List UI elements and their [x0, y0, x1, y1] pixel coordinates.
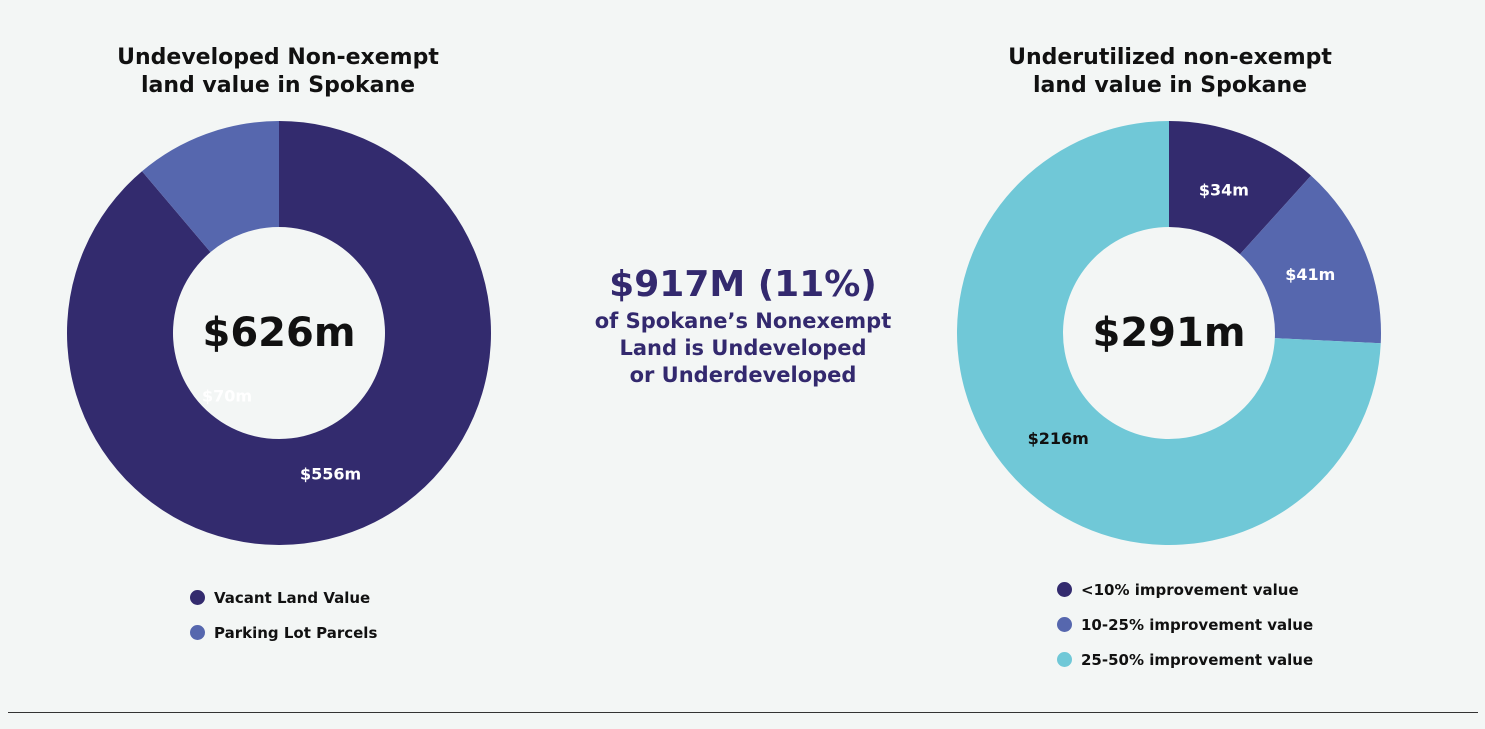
legend-label: 25-50% improvement value — [1081, 650, 1314, 669]
bottom-divider — [8, 712, 1478, 713]
donut-slice-parking-lot-parcels — [142, 121, 279, 253]
donut-center-total: $626m — [202, 310, 355, 356]
donut-slice-10-25-improvement-value — [1240, 175, 1381, 344]
legend-label: Parking Lot Parcels — [214, 623, 378, 642]
left-donut-chart: $556m $70m $626m — [66, 121, 491, 545]
legend-swatch — [190, 590, 205, 605]
legend-swatch — [1057, 652, 1072, 667]
legend-item-10-25: 10-25% improvement value — [1057, 607, 1313, 642]
right-donut-chart: $34m $41m $216m $291m — [957, 121, 1381, 545]
slice-label-25-50-improvement-value: $216m — [1028, 429, 1089, 448]
legend-swatch — [1057, 582, 1072, 597]
left-chart-title: Undeveloped Non-exempt land value in Spo… — [117, 45, 439, 98]
headline-value: $917M (11%) — [609, 264, 877, 305]
slice-label-10-25-improvement-value: $41m — [1285, 265, 1335, 284]
legend-item-parking-lot: Parking Lot Parcels — [190, 615, 377, 650]
slice-label-parking-lot-parcels: $70m — [202, 387, 252, 406]
legend-item-under-10: <10% improvement value — [1057, 572, 1313, 607]
donut-center-total: $291m — [1092, 310, 1245, 356]
right-legend: <10% improvement value 10-25% improvemen… — [1057, 572, 1313, 677]
slice-label-10-improvement-value: $34m — [1199, 181, 1249, 200]
legend-label: <10% improvement value — [1081, 580, 1299, 599]
legend-swatch — [190, 625, 205, 640]
donut-slice-25-50-improvement-value — [957, 121, 1381, 545]
headline-text: of Spokane’s Nonexempt Land is Undevelop… — [594, 309, 892, 387]
legend-item-vacant-land: Vacant Land Value — [190, 580, 377, 615]
slice-label-vacant-land-value: $556m — [300, 464, 361, 483]
donut-slice-10-improvement-value — [1169, 121, 1312, 255]
legend-label: Vacant Land Value — [214, 588, 371, 607]
legend-swatch — [1057, 617, 1072, 632]
headline-callout: $917M (11%) of Spokane’s Nonexempt Land … — [553, 262, 933, 389]
donut-slice-vacant-land-value — [66, 121, 491, 545]
legend-item-25-50: 25-50% improvement value — [1057, 642, 1313, 677]
legend-label: 10-25% improvement value — [1081, 615, 1314, 634]
left-legend: Vacant Land Value Parking Lot Parcels — [190, 580, 377, 650]
right-chart-title: Underutilized non-exempt land value in S… — [1008, 45, 1332, 98]
